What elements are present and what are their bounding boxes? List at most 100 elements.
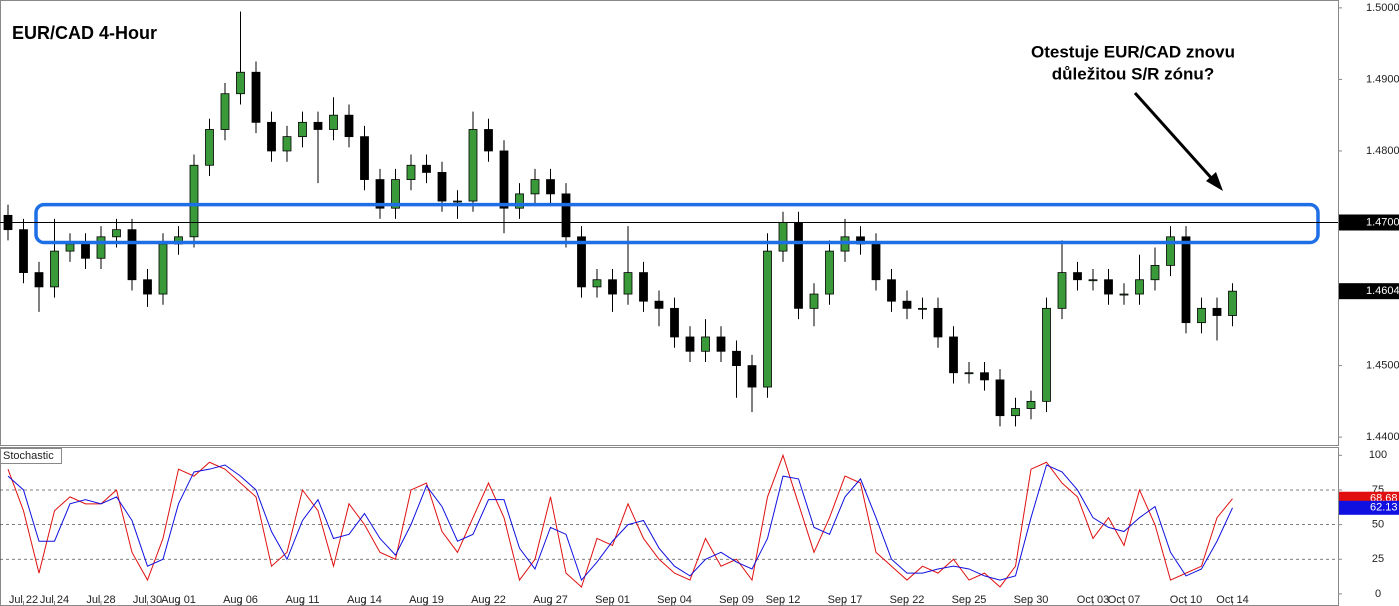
candle-body [918,307,927,310]
candle-body [747,365,757,388]
candle-body [530,179,540,195]
stochastic-panel [0,447,1339,606]
x-tick-label: Oct 10 [1170,594,1202,606]
candle-body [1104,279,1113,295]
x-tick-label: Aug 19 [409,594,444,606]
candle-body [763,250,772,388]
x-tick-label: Jul 24 [40,594,69,606]
candle-body [127,229,137,281]
annotation: Otestuje EUR/CAD znovu [1031,42,1235,61]
candle-body [375,179,385,209]
chart-title: EUR/CAD 4-Hour [12,23,157,43]
x-tick-label: Aug 14 [347,594,382,606]
candle-body [716,336,726,352]
candle-body [468,129,478,202]
candle-body [1197,307,1206,324]
candle-body [360,136,369,180]
x-tick-label: Oct 14 [1216,594,1248,606]
candle-body [871,243,881,281]
candle-body [422,164,431,173]
stochastic-line [7,464,1233,582]
candle-body [794,222,803,309]
candle-body [949,336,958,374]
arrow-head [1206,172,1223,191]
x-tick-label: Aug 22 [471,594,506,606]
candle-body [1011,408,1020,417]
candle-body [220,93,230,130]
candle-body [1166,236,1175,266]
candle-body [65,243,75,252]
candle-body [701,336,710,352]
candle-body [1073,272,1082,281]
y-tick-label: 0 [1375,588,1381,600]
candle-body [546,179,555,195]
candle-body [732,350,741,366]
current-price-box [1339,283,1399,300]
x-tick-label: Sep 30 [1014,594,1049,606]
candle-body [1150,265,1160,281]
candle-body [205,129,214,166]
x-tick-label: Aug 11 [285,594,319,606]
y-tick-label: 100 [1369,449,1387,461]
y-tick-label: 1.4900 [1366,73,1399,85]
indicator-label: Stochastic [3,450,54,462]
stochastic-line [7,453,1233,588]
candle-body [189,164,199,238]
candle-body [112,229,121,238]
x-tick-label: Jul 28 [86,594,115,606]
x-tick-label: Oct 07 [1108,594,1140,606]
x-tick-label: Sep 04 [657,594,692,606]
candle-body [1181,236,1191,324]
candle-body [1228,290,1237,316]
price-label-box [1339,214,1399,231]
candle-body [933,307,943,338]
x-tick-label: Sep 01 [595,594,630,606]
candle-body [964,372,974,375]
candle-body [809,293,819,309]
y-tick-label: 50 [1372,519,1384,531]
candle-body [887,279,896,302]
candle-body [81,243,90,259]
candle-body [282,136,292,152]
candle-body [654,300,664,309]
candle-body [639,272,648,302]
candle-body [406,164,416,180]
candle-body [96,236,106,259]
candle-body [34,272,44,288]
x-tick-label: Aug 01 [161,594,196,606]
current-price-label: 1.4604 [1366,285,1399,297]
candle-body [236,71,245,95]
candle-body [561,193,571,238]
candle-body [1057,272,1067,309]
candle-body [608,279,617,295]
candle-body [499,150,509,209]
candle-body [453,200,462,203]
candle-body [778,222,788,252]
y-tick-label: 1.4800 [1366,145,1399,157]
candle-body [143,279,152,295]
candle-body [344,114,354,138]
x-tick-label: Sep 25 [952,594,987,606]
candle-body [980,372,989,381]
candle-body [329,114,338,130]
candle-body [685,336,695,352]
candle-body [623,272,633,295]
candle-body [251,71,261,123]
candle-body [1135,279,1144,295]
sr-zone [34,202,1320,245]
last-value-label: 62.13 [1370,502,1398,514]
candle-body [1212,307,1222,316]
x-tick-label: Jul 30 [133,594,162,606]
x-tick-label: Aug 27 [533,594,568,606]
candle-body [902,300,912,309]
candle-body [298,121,307,138]
candle-body [19,229,28,273]
candle-body [267,121,276,152]
x-tick-label: Sep 09 [719,594,754,606]
x-tick-label: Oct 03 [1077,594,1109,606]
candle-body [1042,307,1051,402]
x-tick-label: Aug 06 [223,594,258,606]
candle-body [1119,293,1129,296]
